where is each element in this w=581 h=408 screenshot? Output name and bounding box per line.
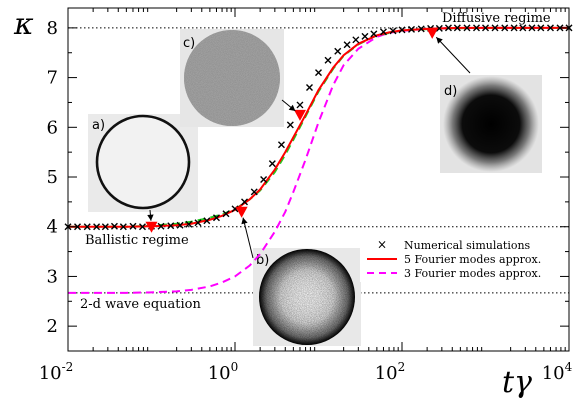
diffusive-regime-label: Diffusive regime [442,11,551,26]
sim-point [528,24,536,32]
sim-point [408,25,416,33]
inset-arrow-head [288,104,296,112]
inset-d: d) [440,75,542,173]
sim-point [241,198,249,206]
inset-a-label: a) [92,118,105,133]
sim-point [157,222,165,230]
wave-equation-label: 2-d wave equation [80,297,202,312]
y-tick-label: 2 [47,316,58,337]
inset-arrow-head [241,217,248,225]
highlight-triangle [426,27,439,39]
sim-point [379,28,387,36]
sim-point [212,214,220,222]
sim-point [203,217,211,225]
sim-point [361,32,369,40]
sim-point [519,24,527,32]
sim-point [194,219,202,227]
sim-point [315,69,322,77]
sim-point [398,26,406,34]
insets: a) c) d) b) [88,29,542,346]
inset-arrow-head [147,214,154,221]
sim-point [305,84,313,92]
arrow-group [147,36,471,259]
y-tick-label: 4 [47,217,58,238]
legend-entry-3modes: 3 Fourier modes approx. [404,267,541,280]
sim-point [74,223,82,231]
plot-frame [67,7,570,352]
sim-point [537,24,545,32]
x-tick-label: 102 [375,360,406,384]
sim-point [222,210,230,218]
sim-point [119,223,127,231]
sim-point [417,25,425,33]
sim-point [277,141,285,149]
sim-point [546,24,554,32]
x-tick-label: 10-2 [39,360,74,384]
legend-entry-numerical: Numerical simulations [404,239,531,252]
sim-point [260,176,268,183]
axis-ticks: 10-2 100 102 104 2 3 4 5 6 7 8 [39,8,573,384]
x-axis-label: tγ [502,365,532,400]
inset-arrow [242,217,254,259]
inset-a: a) [88,114,198,212]
inset-d-label: d) [444,84,457,99]
inset-arrow-head [436,37,443,44]
sim-point [93,223,101,231]
y-tick-label: 3 [47,266,58,287]
sim-point [389,27,397,35]
sim-point [268,160,276,168]
sim-point [334,47,342,55]
sim-point [110,222,118,230]
legend: × Numerical simulations 5 Fourier modes … [360,234,560,282]
sim-point [510,24,518,32]
sim-point [435,24,443,32]
sim-point [352,36,360,44]
y-tick-label: 8 [47,18,58,39]
inset-b: b) [253,248,361,346]
inset-c: c) [180,29,284,127]
y-tick-label: 6 [47,117,58,138]
ballistic-regime-label: Ballistic regime [85,233,189,248]
sim-point [472,24,480,32]
series-line-3 [68,26,569,294]
x-tick-label: 104 [542,360,573,384]
highlight-triangle [293,109,306,121]
y-tick-label: 7 [47,68,58,89]
inset-b-label: b) [256,253,269,268]
sim-point [453,24,461,32]
sim-point [286,121,294,129]
sim-point [250,188,258,196]
y-tick-label: 5 [47,167,58,188]
sim-point [556,24,564,32]
sim-point [501,24,509,32]
sim-point [444,24,452,32]
reference-line-labels: Diffusive regime Ballistic regime 2-d wa… [80,11,551,312]
sim-point [343,41,351,49]
sim-point [482,24,489,32]
sim-point [176,221,184,229]
sim-point [83,223,91,231]
sim-point [185,220,193,228]
sim-point [324,56,332,64]
legend-x-marker: × [377,238,387,252]
inset-c-label: c) [183,36,195,51]
highlight-triangle [235,206,248,218]
sim-point [101,223,109,231]
sim-point [296,101,304,109]
sim-point [463,24,471,32]
sim-point [491,24,499,32]
x-tick-label: 100 [208,360,239,384]
y-axis-label: κ [13,7,34,42]
sim-point [138,223,146,231]
highlight-triangle [145,221,158,233]
sim-point [167,222,175,230]
marker-group [64,24,573,233]
inset-arrow [435,36,471,74]
legend-entry-5modes: 5 Fourier modes approx. [404,253,541,266]
sim-point [370,30,378,38]
sim-point [129,222,137,230]
